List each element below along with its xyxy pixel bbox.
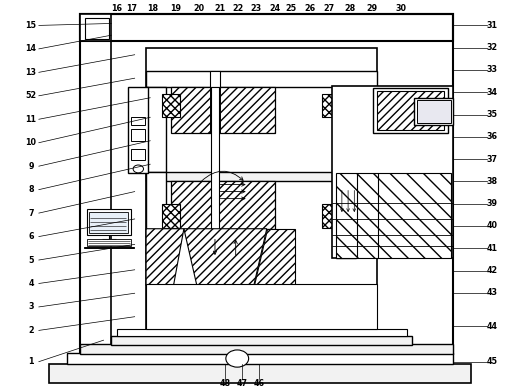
Bar	[162, 204, 180, 228]
Bar	[128, 87, 148, 173]
Bar	[84, 247, 134, 248]
Bar	[162, 94, 180, 117]
Bar	[146, 48, 377, 329]
Text: 34: 34	[486, 88, 498, 97]
Text: 36: 36	[486, 132, 498, 142]
Text: 28: 28	[344, 4, 355, 13]
Text: 4: 4	[28, 279, 34, 288]
Bar	[146, 172, 166, 258]
Text: 24: 24	[269, 4, 280, 13]
Text: 37: 37	[486, 154, 498, 164]
Bar	[332, 86, 453, 258]
Text: 42: 42	[486, 266, 498, 275]
Bar	[111, 336, 412, 345]
Text: 18: 18	[147, 4, 159, 13]
Text: 25: 25	[285, 4, 297, 13]
Bar	[131, 117, 145, 125]
Text: 6: 6	[28, 232, 34, 241]
Text: 20: 20	[194, 4, 205, 13]
Text: 30: 30	[396, 4, 407, 13]
Text: 2: 2	[28, 326, 34, 335]
Text: 10: 10	[25, 138, 37, 147]
Bar	[131, 149, 145, 160]
Text: 43: 43	[486, 288, 498, 298]
Bar	[322, 94, 340, 117]
Text: 31: 31	[486, 21, 498, 30]
Text: 7: 7	[28, 208, 34, 218]
Bar	[87, 209, 131, 235]
Bar	[373, 88, 448, 133]
Bar	[80, 14, 111, 41]
Polygon shape	[336, 173, 451, 258]
Text: 52: 52	[25, 91, 37, 100]
Bar	[49, 364, 471, 383]
Text: 16: 16	[111, 4, 122, 13]
Text: 5: 5	[28, 255, 34, 265]
Bar	[80, 344, 453, 354]
Text: 9: 9	[28, 161, 34, 171]
Text: 48: 48	[220, 379, 231, 389]
Text: 47: 47	[237, 379, 248, 389]
Bar	[417, 100, 451, 123]
Text: 3: 3	[28, 302, 34, 312]
Text: 11: 11	[25, 115, 37, 124]
Text: 45: 45	[486, 357, 498, 366]
Circle shape	[133, 165, 143, 173]
Bar	[80, 14, 453, 354]
Bar	[146, 172, 377, 181]
Bar	[89, 212, 128, 233]
Bar	[87, 239, 131, 246]
Text: 23: 23	[251, 4, 262, 13]
Text: 27: 27	[323, 4, 335, 13]
Text: 35: 35	[486, 110, 498, 119]
Bar	[117, 329, 407, 336]
Bar	[146, 87, 166, 173]
Bar	[85, 18, 109, 39]
Bar	[211, 87, 219, 285]
Bar	[80, 14, 453, 41]
Text: 38: 38	[486, 177, 498, 186]
Bar	[336, 172, 356, 258]
Text: 13: 13	[25, 68, 37, 77]
Text: 33: 33	[486, 65, 498, 75]
Text: 26: 26	[304, 4, 315, 13]
Bar	[210, 87, 220, 133]
Text: 21: 21	[214, 4, 226, 13]
Circle shape	[226, 350, 249, 367]
Text: 39: 39	[486, 199, 498, 208]
Polygon shape	[184, 229, 267, 285]
Bar	[377, 91, 444, 130]
Text: 14: 14	[25, 44, 37, 54]
Text: 17: 17	[126, 4, 138, 13]
Bar	[414, 98, 453, 125]
Bar	[131, 129, 145, 141]
Text: 44: 44	[486, 322, 498, 331]
Bar	[336, 87, 356, 173]
Text: 8: 8	[28, 185, 34, 194]
Bar	[146, 71, 377, 87]
Text: 19: 19	[170, 4, 182, 13]
Bar	[210, 71, 220, 87]
Text: 15: 15	[25, 21, 37, 30]
Text: 22: 22	[233, 4, 244, 13]
Bar	[171, 87, 275, 133]
Bar	[171, 181, 275, 229]
Text: 29: 29	[366, 4, 378, 13]
Text: 41: 41	[486, 244, 498, 253]
Bar	[322, 204, 340, 228]
Bar	[146, 284, 377, 329]
Text: 46: 46	[253, 379, 265, 389]
Polygon shape	[146, 229, 184, 285]
Text: 1: 1	[28, 357, 34, 366]
Polygon shape	[254, 229, 295, 285]
Text: 32: 32	[486, 43, 498, 52]
Text: 40: 40	[486, 221, 498, 231]
Bar	[67, 353, 453, 364]
